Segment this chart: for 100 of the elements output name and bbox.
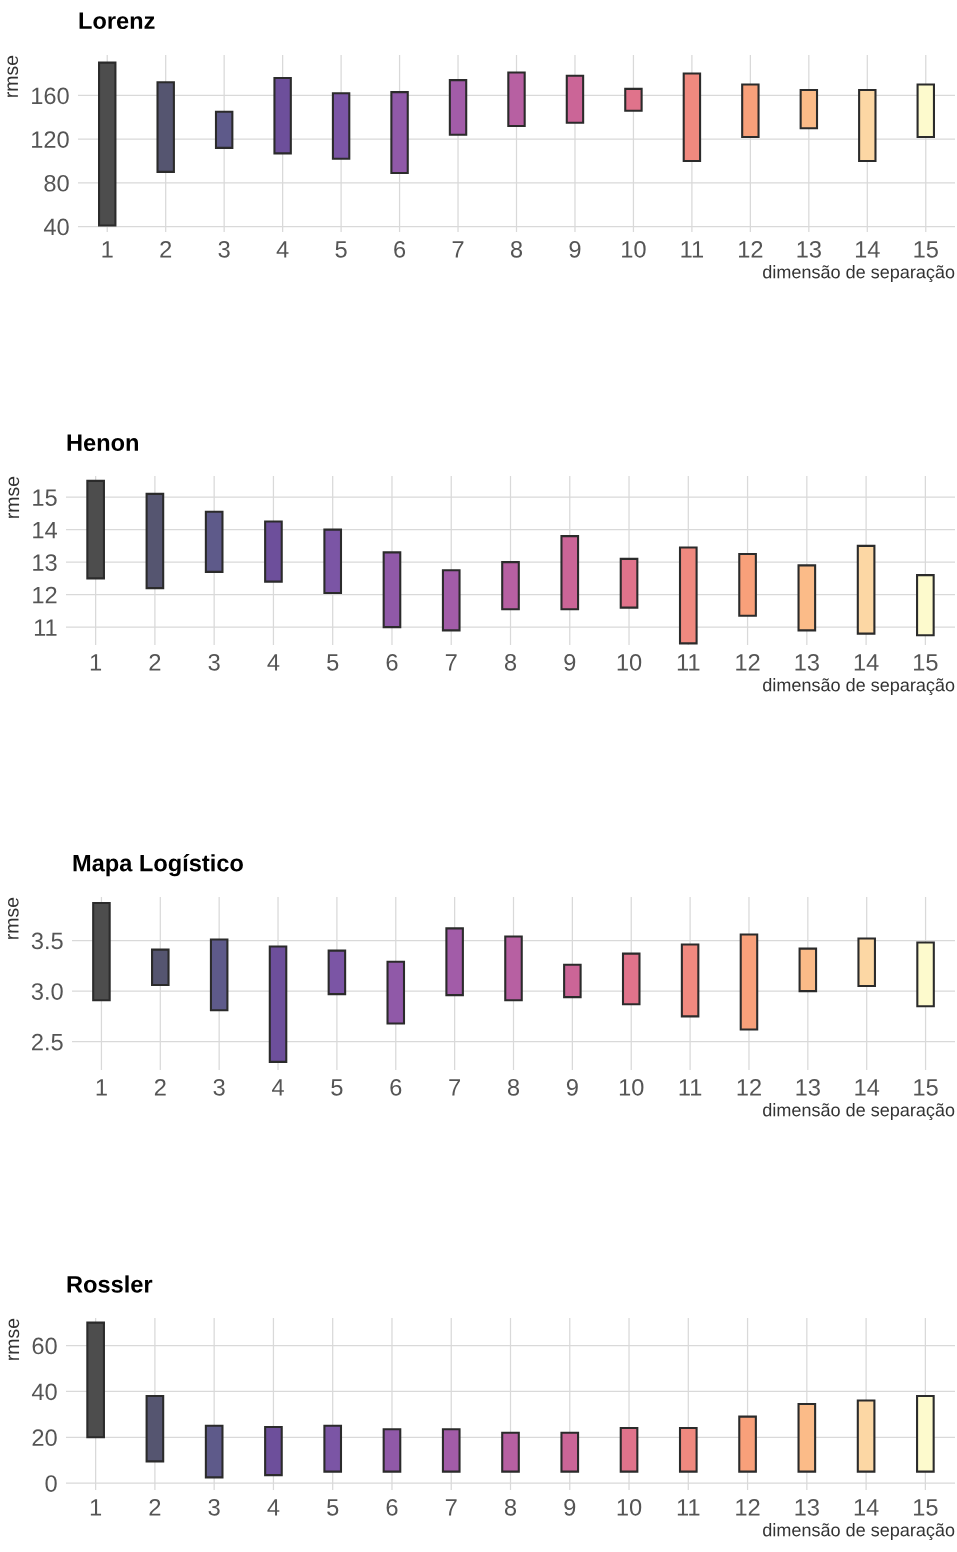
bar <box>268 945 288 1063</box>
x-tick-label: 10 <box>622 240 646 258</box>
bar <box>273 76 292 155</box>
y-tick-label: 0 <box>45 1475 57 1492</box>
x-tick-label: 11 <box>677 1499 700 1516</box>
bar <box>441 569 461 632</box>
x-tick-label: 9 <box>569 240 581 258</box>
x-axis-title: dimensão de separação <box>763 1103 955 1121</box>
x-tick-label: 1 <box>102 241 113 258</box>
y-tick-label: 40 <box>43 218 69 236</box>
bar <box>156 81 175 173</box>
x-tick-label: 8 <box>504 653 517 671</box>
bar <box>214 110 234 149</box>
bar <box>738 1415 757 1473</box>
bar <box>797 1402 817 1473</box>
x-tick-label: 13 <box>796 1078 820 1096</box>
x-tick-label: 1 <box>90 654 102 671</box>
bar <box>323 528 343 595</box>
x-axis-title: dimensão de separação <box>763 1523 955 1541</box>
bar <box>331 92 351 160</box>
bar <box>916 83 935 138</box>
bar <box>441 1428 461 1473</box>
bar <box>98 61 117 227</box>
x-tick-label: 14 <box>854 654 879 671</box>
y-tick-label: 2.5 <box>32 1033 63 1051</box>
x-tick-label: 6 <box>394 240 406 258</box>
bar <box>799 88 819 130</box>
bar <box>739 933 759 1031</box>
bar <box>619 1427 639 1473</box>
y-tick-label: 13 <box>33 554 57 571</box>
x-tick-label: 14 <box>855 1079 880 1096</box>
x-tick-label: 2 <box>149 1498 161 1516</box>
bar <box>264 1425 283 1477</box>
bar <box>856 1399 876 1473</box>
y-tick-label: 160 <box>32 87 69 105</box>
y-tick-label: 15 <box>33 489 57 506</box>
bar <box>741 83 760 138</box>
x-tick-label: 5 <box>327 1499 339 1516</box>
x-tick-label: 14 <box>855 241 880 258</box>
x-tick-label: 10 <box>617 1498 642 1516</box>
x-tick-label: 3 <box>218 240 230 258</box>
bar <box>204 510 224 573</box>
x-tick-label: 12 <box>736 1498 760 1516</box>
x-tick-label: 5 <box>331 1079 343 1096</box>
x-axis-title: dimensão de separação <box>763 678 955 696</box>
y-tick-label: 14 <box>33 521 57 539</box>
bar <box>92 902 111 1002</box>
x-tick-label: 1 <box>96 1079 107 1096</box>
bar <box>501 561 520 611</box>
bar <box>682 72 702 163</box>
x-tick-label: 3 <box>213 1078 225 1096</box>
bar <box>738 552 757 617</box>
x-tick-label: 3 <box>208 653 220 671</box>
bar <box>563 963 582 999</box>
x-tick-label: 12 <box>736 653 760 671</box>
y-axis-title: rmse <box>8 476 20 518</box>
bar <box>390 91 409 175</box>
y-tick-label: 60 <box>32 1337 57 1355</box>
bar <box>680 943 700 1018</box>
x-tick-label: 9 <box>564 1498 576 1516</box>
bar <box>678 546 698 645</box>
bar <box>204 1424 224 1479</box>
x-tick-label: 2 <box>149 653 161 671</box>
bar <box>678 1427 698 1473</box>
y-axis-title: rmse <box>8 897 19 939</box>
x-tick-label: 6 <box>386 653 398 671</box>
chart-title: Henon <box>67 434 138 452</box>
bar <box>916 574 935 637</box>
x-tick-label: 4 <box>272 1079 284 1096</box>
bar <box>323 1424 343 1473</box>
bar <box>209 938 229 1012</box>
x-tick-label: 3 <box>208 1498 220 1516</box>
x-tick-label: 15 <box>914 1499 938 1516</box>
x-tick-label: 8 <box>504 1498 517 1516</box>
bar <box>382 551 402 629</box>
y-axis-title: rmse <box>7 55 19 97</box>
x-tick-label: 2 <box>154 1078 166 1096</box>
bar <box>798 947 818 993</box>
bar <box>448 79 468 136</box>
x-tick-label: 5 <box>327 654 339 671</box>
bar <box>621 952 641 1006</box>
x-tick-label: 6 <box>390 1078 402 1096</box>
y-tick-label: 80 <box>44 174 69 192</box>
x-tick-label: 7 <box>452 241 464 258</box>
chart-title: Rossler <box>67 1275 153 1293</box>
bar <box>86 1321 105 1439</box>
y-tick-label: 12 <box>33 586 57 604</box>
bar <box>858 88 877 163</box>
x-tick-label: 2 <box>160 240 172 258</box>
x-axis-title: dimensão de separação <box>763 265 955 283</box>
bar <box>916 1394 935 1473</box>
chart-title: Mapa Logístico <box>73 853 243 877</box>
x-tick-label: 10 <box>617 653 642 671</box>
x-tick-label: 12 <box>739 240 763 258</box>
x-tick-label: 9 <box>566 1078 578 1096</box>
x-tick-label: 11 <box>679 1079 702 1096</box>
chart-title: Lorenz <box>79 12 155 30</box>
x-tick-label: 15 <box>914 1079 938 1096</box>
x-tick-label: 10 <box>619 1078 644 1096</box>
x-tick-label: 7 <box>449 1079 461 1096</box>
